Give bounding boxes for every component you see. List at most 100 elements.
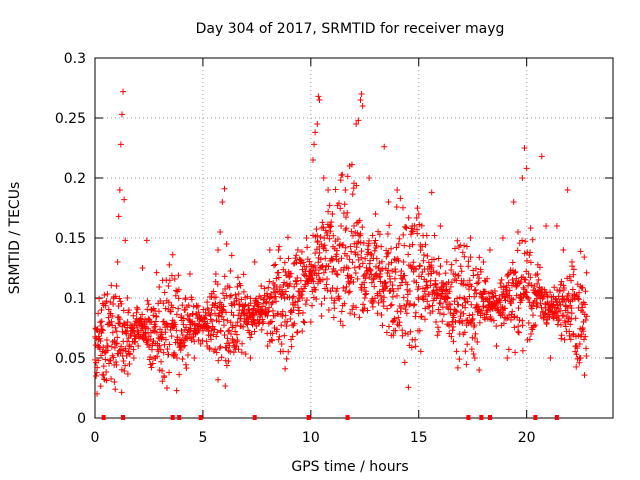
data-point <box>293 281 300 288</box>
data-point <box>400 259 407 265</box>
data-point <box>537 300 544 307</box>
data-point <box>281 295 288 302</box>
data-point <box>199 325 206 331</box>
data-point <box>190 303 197 310</box>
data-point <box>450 323 457 330</box>
data-point <box>497 299 504 306</box>
data-point <box>270 285 277 292</box>
data-point <box>309 275 316 282</box>
data-point <box>313 295 320 302</box>
data-point <box>166 261 173 268</box>
data-point <box>490 317 497 324</box>
data-point <box>477 268 484 275</box>
data-point <box>217 229 224 235</box>
data-point <box>101 291 108 298</box>
data-point <box>319 219 326 226</box>
chart-title: Day 304 of 2017, SRMTID for receiver may… <box>196 21 505 37</box>
data-point <box>291 283 298 290</box>
data-point <box>514 247 521 254</box>
data-point <box>577 355 584 361</box>
data-point <box>393 292 400 299</box>
data-point <box>436 300 443 307</box>
data-point <box>235 346 242 353</box>
data-point <box>236 301 243 308</box>
data-point <box>399 204 406 211</box>
data-point <box>206 346 213 353</box>
data-point <box>220 303 227 310</box>
data-point <box>334 285 341 292</box>
data-point <box>384 231 391 238</box>
data-point <box>382 279 389 286</box>
data-point <box>469 315 476 322</box>
data-point <box>318 301 325 308</box>
data-point <box>321 295 328 302</box>
data-point <box>582 288 589 295</box>
data-point <box>524 257 531 264</box>
data-point <box>294 328 301 335</box>
data-point <box>508 300 515 307</box>
data-point <box>554 302 561 309</box>
data-point <box>327 288 334 295</box>
data-point <box>468 301 475 308</box>
data-point <box>160 300 167 307</box>
data-point <box>105 306 112 313</box>
baseline-point <box>198 415 203 420</box>
data-point <box>195 309 202 316</box>
data-point <box>436 310 443 317</box>
data-point <box>314 232 321 239</box>
data-point <box>471 355 478 361</box>
data-point <box>466 312 473 319</box>
data-point <box>398 268 405 275</box>
data-point <box>511 269 518 276</box>
data-point <box>395 285 402 292</box>
data-point <box>406 302 413 309</box>
data-point <box>146 344 153 351</box>
data-point <box>381 143 388 150</box>
data-point <box>415 283 422 290</box>
data-point <box>345 265 352 272</box>
data-point <box>528 282 535 289</box>
data-point <box>217 343 224 350</box>
data-point <box>435 328 442 335</box>
data-point <box>370 276 377 283</box>
data-point <box>282 288 289 295</box>
data-point <box>109 322 116 329</box>
data-point <box>273 298 280 305</box>
data-point <box>311 262 318 269</box>
data-point <box>225 328 232 335</box>
data-point <box>253 295 260 302</box>
data-point <box>182 361 189 368</box>
data-point <box>159 378 166 385</box>
data-point <box>287 280 294 287</box>
data-point <box>128 343 135 350</box>
data-point <box>354 251 361 258</box>
data-point <box>201 318 208 325</box>
data-point <box>97 352 104 359</box>
data-point <box>463 361 470 368</box>
data-point <box>517 279 524 286</box>
data-point <box>165 283 172 289</box>
data-point <box>461 329 468 336</box>
data-point <box>173 387 180 394</box>
data-point <box>247 300 254 307</box>
data-point <box>185 302 192 309</box>
data-point <box>536 264 543 271</box>
data-point <box>173 311 180 318</box>
baseline-point <box>466 415 471 420</box>
data-point <box>300 318 307 325</box>
data-point <box>379 265 386 272</box>
data-point <box>113 361 120 368</box>
data-point <box>412 336 419 343</box>
data-point <box>221 273 228 280</box>
baseline-point <box>554 415 559 420</box>
data-point <box>426 303 433 310</box>
data-point <box>525 270 532 277</box>
data-point <box>219 307 226 314</box>
x-tick-label: 15 <box>410 430 428 446</box>
data-point <box>233 343 240 350</box>
data-point <box>393 244 400 251</box>
data-point <box>283 323 290 330</box>
data-point <box>294 298 301 305</box>
data-point <box>573 363 580 370</box>
data-point <box>436 271 443 278</box>
